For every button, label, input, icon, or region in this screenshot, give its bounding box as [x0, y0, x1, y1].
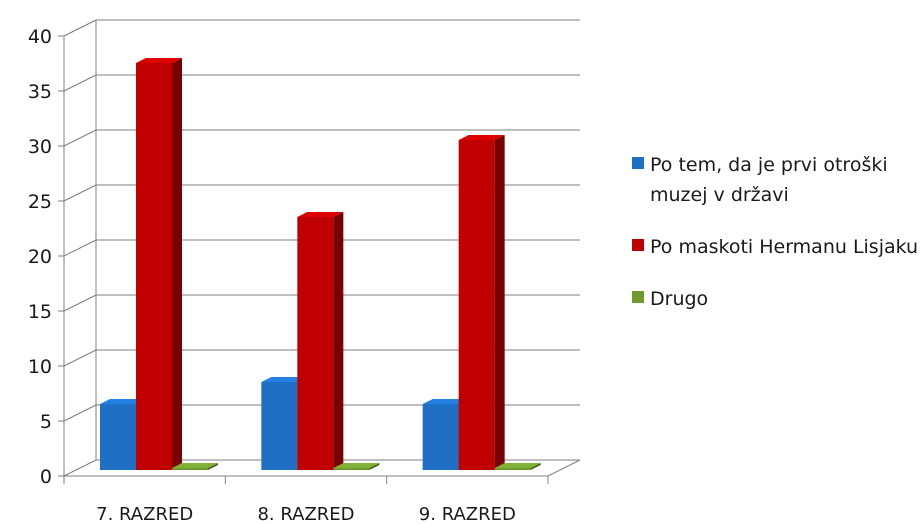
- y-tick-label-2: 10: [28, 356, 52, 378]
- legend: Po tem, da je prvi otroški muzej v držav…: [632, 150, 922, 336]
- gridline-side-4: [63, 239, 97, 257]
- bar-front-2-2: [297, 217, 334, 470]
- legend-swatch-series-3: [632, 291, 644, 303]
- x-axis-categories: 7. RAZRED 8. RAZRED 9. RAZRED: [96, 504, 516, 524]
- bar-side-2-3: [494, 135, 505, 470]
- bar-front-2-3: [458, 140, 495, 470]
- legend-label-series-2: Po maskoti Hermanu Lisjaku: [650, 236, 919, 258]
- bar-side-3-2: [369, 463, 380, 470]
- bar-top-2-2: [297, 212, 344, 217]
- bar-3-2: [333, 463, 380, 470]
- bar-3-3: [494, 463, 541, 470]
- legend-swatch-series-2: [632, 239, 644, 251]
- bar-top-2-3: [458, 135, 505, 140]
- bar-3-1: [172, 463, 218, 470]
- bar-front-3-3: [494, 468, 531, 470]
- y-tick-label-6: 30: [28, 136, 52, 158]
- y-tick-label-1: 5: [40, 411, 52, 433]
- bar-top-3-3: [494, 463, 541, 468]
- bar-front-1-1: [100, 404, 136, 470]
- gridline-side-6: [63, 129, 97, 147]
- legend-item-series-2: Po maskoti Hermanu Lisjaku: [632, 232, 922, 262]
- y-tick-label-3: 15: [28, 301, 52, 323]
- bar-2-1: [136, 58, 182, 470]
- legend-item-series-3: Drugo: [632, 284, 922, 314]
- y-tick-label-0: 0: [40, 466, 52, 488]
- bar-front-3-2: [333, 468, 370, 470]
- bar-top-1-1: [100, 399, 146, 404]
- gridline-side-1: [63, 404, 97, 422]
- gridline-side-2: [63, 349, 97, 367]
- y-tick-label-7: 35: [28, 81, 52, 103]
- y-tick-label-5: 25: [28, 191, 52, 213]
- bar-top-3-1: [172, 463, 218, 468]
- bar-side-3-1: [208, 463, 218, 470]
- x-category-label-1: 8. RAZRED: [257, 504, 354, 524]
- bar-top-1-3: [422, 399, 469, 404]
- bar-side-2-1: [172, 58, 182, 470]
- legend-label-series-1: Po tem, da je prvi otroški muzej v držav…: [650, 154, 888, 206]
- y-axis-ticks: 0 5 10 15 20 25 30 35 40: [28, 26, 64, 488]
- bar-top-1-2: [261, 377, 308, 382]
- gridline-side-8: [63, 19, 97, 37]
- bar-front-3-1: [172, 468, 208, 470]
- y-tick-label-8: 40: [28, 26, 52, 48]
- bar-2-3: [458, 135, 505, 470]
- x-category-label-2: 9. RAZRED: [419, 504, 516, 524]
- legend-label-series-3: Drugo: [650, 288, 709, 310]
- y-tick-label-4: 20: [28, 246, 52, 268]
- bar-front-2-1: [136, 63, 172, 470]
- bar-front-1-3: [422, 404, 459, 470]
- gridline-side-3: [63, 294, 97, 312]
- legend-item-series-1: Po tem, da je prvi otroški muzej v držav…: [632, 150, 922, 210]
- x-category-label-0: 7. RAZRED: [96, 504, 193, 524]
- bar-top-3-2: [333, 463, 380, 468]
- bar-side-3-3: [530, 463, 541, 470]
- bar-top-2-1: [136, 58, 182, 63]
- bars: [100, 58, 541, 470]
- bar-2-2: [297, 212, 344, 470]
- legend-swatch-series-1: [632, 157, 644, 169]
- gridline-side-5: [63, 184, 97, 202]
- bar-front-1-2: [261, 382, 298, 470]
- bar-side-2-2: [333, 212, 344, 470]
- gridline-side-7: [63, 74, 97, 92]
